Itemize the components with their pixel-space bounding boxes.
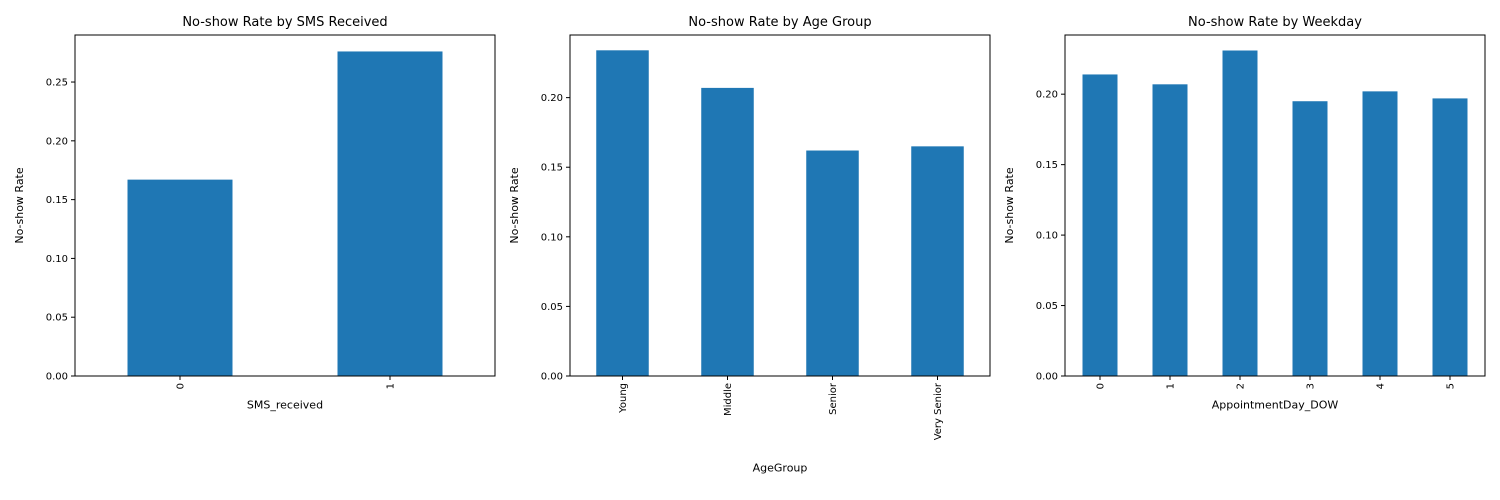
x-tick-label: 0 [176, 383, 187, 389]
y-tick-label: 0.15 [1036, 160, 1058, 171]
y-tick-label: 0.00 [1036, 372, 1058, 383]
x-tick-label: 2 [1236, 383, 1247, 389]
chart-age-group: No-show Rate by Age Group 0.00 0.05 0.10 0.1… [508, 15, 991, 474]
bar-5 [1432, 98, 1468, 376]
x-tick-label: Young [618, 383, 629, 414]
plot-frame [1064, 34, 1486, 377]
y-tick-label: 0.05 [541, 302, 563, 313]
bar-1 [337, 51, 443, 377]
y-tick-label: 0.00 [541, 372, 563, 383]
y-axis-label: No-show Rate [508, 167, 521, 244]
y-tick-label: 0.25 [46, 78, 68, 89]
bar-4 [1362, 91, 1398, 376]
y-tick-label: 0.05 [46, 313, 68, 324]
y-tick-label: 0.15 [46, 195, 68, 206]
plot-frame [569, 34, 991, 377]
x-tick-label: 1 [386, 383, 397, 389]
x-tick-label: 3 [1306, 383, 1317, 389]
x-axis-label: SMS_received [247, 398, 323, 411]
chart-title: No-show Rate by Weekday [1188, 15, 1362, 30]
y-tick-label: 0.10 [46, 254, 68, 265]
chart-weekday: No-show Rate by Weekday 0.00 0.05 0.10 0.15 0… [1003, 15, 1486, 411]
y-tick-label: 0.10 [541, 232, 563, 243]
bar-2 [1222, 50, 1258, 376]
x-axis-label: AgeGroup [753, 461, 808, 474]
x-axis-label: AppointmentDay_DOW [1212, 398, 1339, 411]
bar-senior [806, 150, 859, 376]
y-tick-label: 0.15 [541, 163, 563, 174]
x-tick-label: Senior [828, 382, 839, 415]
bar-0 [1082, 74, 1118, 377]
y-axis-label: No-show Rate [1003, 167, 1016, 244]
y-tick-label: 0.20 [46, 136, 68, 147]
bar-3 [1292, 101, 1328, 377]
x-tick-label: Middle [723, 383, 734, 416]
x-tick-label: 0 [1096, 383, 1107, 389]
y-tick-label: 0.10 [1036, 231, 1058, 242]
y-tick-label: 0.20 [1036, 90, 1058, 101]
y-axis-label: No-show Rate [13, 167, 26, 244]
y-tick-label: 0.00 [46, 372, 68, 383]
x-tick-label: 5 [1446, 383, 1457, 389]
bar-0 [127, 179, 233, 376]
x-tick-label: Very Senior [933, 382, 944, 440]
bar-young [596, 50, 649, 376]
chart-title: No-show Rate by Age Group [688, 15, 871, 30]
chart-title: No-show Rate by SMS Received [182, 15, 387, 30]
chart-sms-received: No-show Rate by SMS Received 0.00 0.05 0.10… [13, 15, 496, 411]
y-tick-label: 0.20 [541, 93, 563, 104]
bar-middle [701, 87, 754, 376]
y-tick-label: 0.05 [1036, 301, 1058, 312]
x-tick-label: 4 [1376, 383, 1387, 389]
plot-frame [74, 34, 496, 377]
x-tick-label: 1 [1166, 383, 1177, 389]
bar-1 [1152, 84, 1188, 377]
bar-very-senior [911, 146, 964, 376]
